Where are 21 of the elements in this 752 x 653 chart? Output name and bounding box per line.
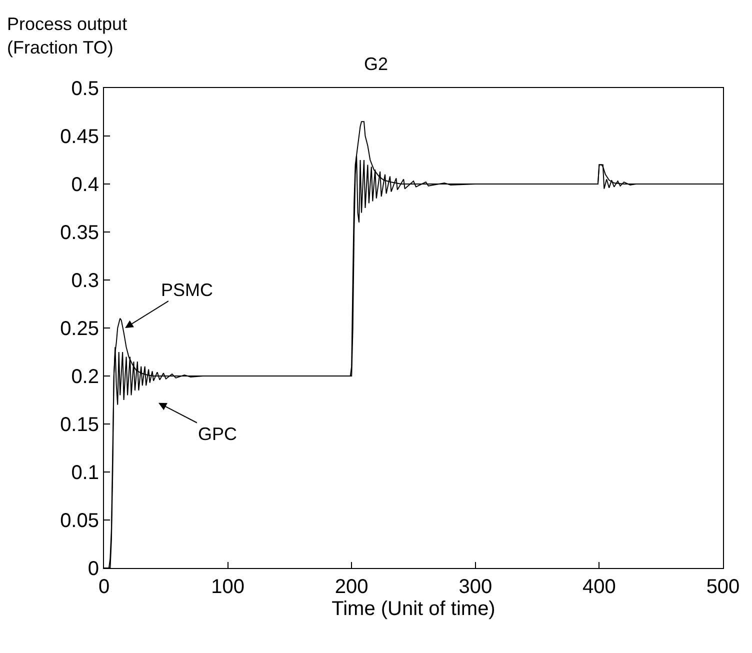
y-tick-label: 0.4: [71, 174, 99, 196]
y-tick-label: 0.1: [71, 462, 99, 484]
y-tick-label: 0.25: [60, 318, 99, 340]
x-tick-label: 100: [211, 576, 244, 598]
x-tick-label: 200: [334, 576, 368, 598]
y-axis-title: Process output (Fraction TO): [7, 14, 128, 58]
chart-title: G2: [364, 54, 388, 74]
y-tick-label: 0.3: [71, 270, 99, 292]
x-tick-label: 500: [706, 576, 740, 598]
y-tick-label: 0.45: [60, 126, 99, 148]
x-tick-label: 300: [458, 576, 492, 598]
y-tick-label: 0.2: [71, 366, 99, 388]
x-axis-title: Time (Unit of time): [332, 598, 496, 620]
y-tick-label: 0.35: [60, 222, 99, 244]
y-tick-label: 0.15: [60, 414, 99, 436]
y-tick-label: 0: [88, 558, 99, 580]
y-tick-label: 0.05: [60, 510, 99, 532]
x-tick-label: 400: [582, 576, 616, 598]
text: PSMC: [161, 280, 214, 300]
text: GPC: [198, 424, 238, 444]
y-tick-label: 0.5: [71, 78, 99, 100]
